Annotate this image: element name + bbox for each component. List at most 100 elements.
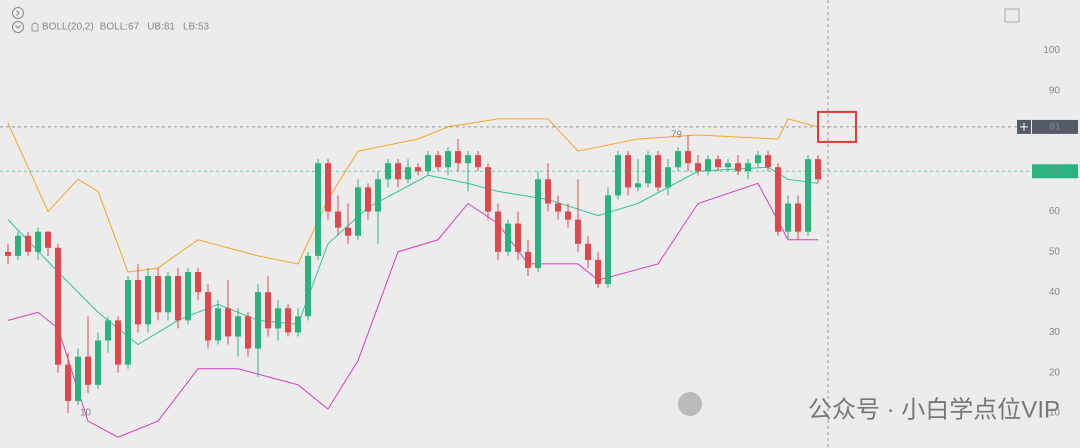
candle-body xyxy=(85,356,91,385)
candle-body xyxy=(435,155,441,168)
candle-body xyxy=(255,292,261,349)
indicator-name: BOLL(20,2) xyxy=(42,22,94,33)
candle-body xyxy=(405,167,411,180)
candle-body xyxy=(505,223,511,252)
candle-body xyxy=(475,155,481,168)
candle-body xyxy=(495,211,501,252)
candle-body xyxy=(425,155,431,172)
candle-body xyxy=(145,276,151,325)
candle-body xyxy=(415,167,421,172)
candle-body xyxy=(155,276,161,313)
candle-body xyxy=(635,183,641,188)
candle-body xyxy=(315,163,321,256)
candle-body xyxy=(365,187,371,212)
candle-body xyxy=(655,155,661,188)
candle-body xyxy=(785,203,791,232)
candle-body xyxy=(755,155,761,164)
candle-body xyxy=(305,255,311,317)
candle-body xyxy=(735,163,741,172)
candle-body xyxy=(35,231,41,252)
candle-body xyxy=(95,340,101,385)
y-tick-label: 20 xyxy=(1049,367,1061,378)
candle-body xyxy=(175,276,181,321)
candle-body xyxy=(115,320,121,365)
y-tick-label: 30 xyxy=(1049,327,1061,338)
price-tag xyxy=(1032,119,1078,134)
candle-body xyxy=(15,235,21,256)
candle-body xyxy=(125,280,131,365)
candle-body xyxy=(165,276,171,313)
alert-icon[interactable] xyxy=(31,22,39,32)
candle-body xyxy=(765,155,771,168)
candle-body xyxy=(715,159,721,168)
candle-body xyxy=(615,155,621,196)
candle-body xyxy=(815,159,821,180)
candle-body xyxy=(665,167,671,188)
candle-body xyxy=(675,151,681,168)
expand-button[interactable] xyxy=(12,7,24,19)
candle-body xyxy=(585,243,591,260)
candle-body xyxy=(285,308,291,333)
candle-body xyxy=(465,155,471,164)
y-tick-label: 40 xyxy=(1049,287,1061,298)
candle-body xyxy=(445,151,451,168)
candle-body xyxy=(5,251,11,256)
candle-body xyxy=(325,163,331,212)
candle-body xyxy=(105,320,111,341)
candle-body xyxy=(385,163,391,180)
price-tag-label: 70 xyxy=(1049,166,1061,177)
legend-entry: UB:81 xyxy=(147,22,175,33)
fullscreen-button[interactable] xyxy=(1004,8,1020,23)
y-tick-label: 90 xyxy=(1049,85,1061,96)
collapse-button[interactable] xyxy=(12,21,24,33)
candle-body xyxy=(75,356,81,401)
candle-body xyxy=(25,235,31,252)
y-tick-label: 60 xyxy=(1049,206,1061,217)
max-label: 79 xyxy=(671,130,683,141)
watermark: 公众号 · 小白学点位VIP xyxy=(808,396,1060,423)
candle-body xyxy=(595,259,601,285)
watermark-logo xyxy=(678,392,702,416)
candle-body xyxy=(275,308,281,329)
candle-body xyxy=(375,179,381,212)
candle-body xyxy=(345,227,351,236)
candle-body xyxy=(775,167,781,232)
candle-body xyxy=(235,316,241,337)
candle-body xyxy=(725,163,731,168)
candle-body xyxy=(525,251,531,268)
candle-body xyxy=(605,195,611,285)
y-tick-label: 100 xyxy=(1043,45,1060,56)
min-label: 10 xyxy=(80,408,92,419)
candle-body xyxy=(745,163,751,172)
candle-body xyxy=(545,179,551,204)
crosshair-highlight xyxy=(817,110,857,143)
candle-body xyxy=(65,364,71,401)
expand-icon xyxy=(16,10,20,16)
candle-body xyxy=(705,159,711,172)
candle-body xyxy=(225,308,231,337)
candle-body xyxy=(265,292,271,329)
candle-body xyxy=(135,280,141,325)
candle-body xyxy=(205,292,211,341)
plus-icon xyxy=(1020,122,1028,131)
candle-body xyxy=(555,203,561,212)
candle-body xyxy=(625,155,631,188)
candle-body xyxy=(535,179,541,268)
band-line xyxy=(7,166,819,346)
candle-body xyxy=(185,271,191,321)
candle-body xyxy=(805,159,811,232)
candle-body xyxy=(55,247,61,365)
candle-body xyxy=(455,151,461,164)
candle-body xyxy=(45,231,51,248)
collapse-icon xyxy=(15,25,21,29)
band-line xyxy=(7,118,819,273)
price-tag xyxy=(1032,164,1078,179)
legend-entry: BOLL:67 xyxy=(100,22,140,33)
candle-body xyxy=(245,316,251,349)
legend-entry: LB:53 xyxy=(183,22,210,33)
candle-body xyxy=(565,211,571,220)
band-line xyxy=(7,182,818,438)
price-tag-label: 81 xyxy=(1049,122,1061,133)
y-tick-label: 50 xyxy=(1049,246,1061,257)
